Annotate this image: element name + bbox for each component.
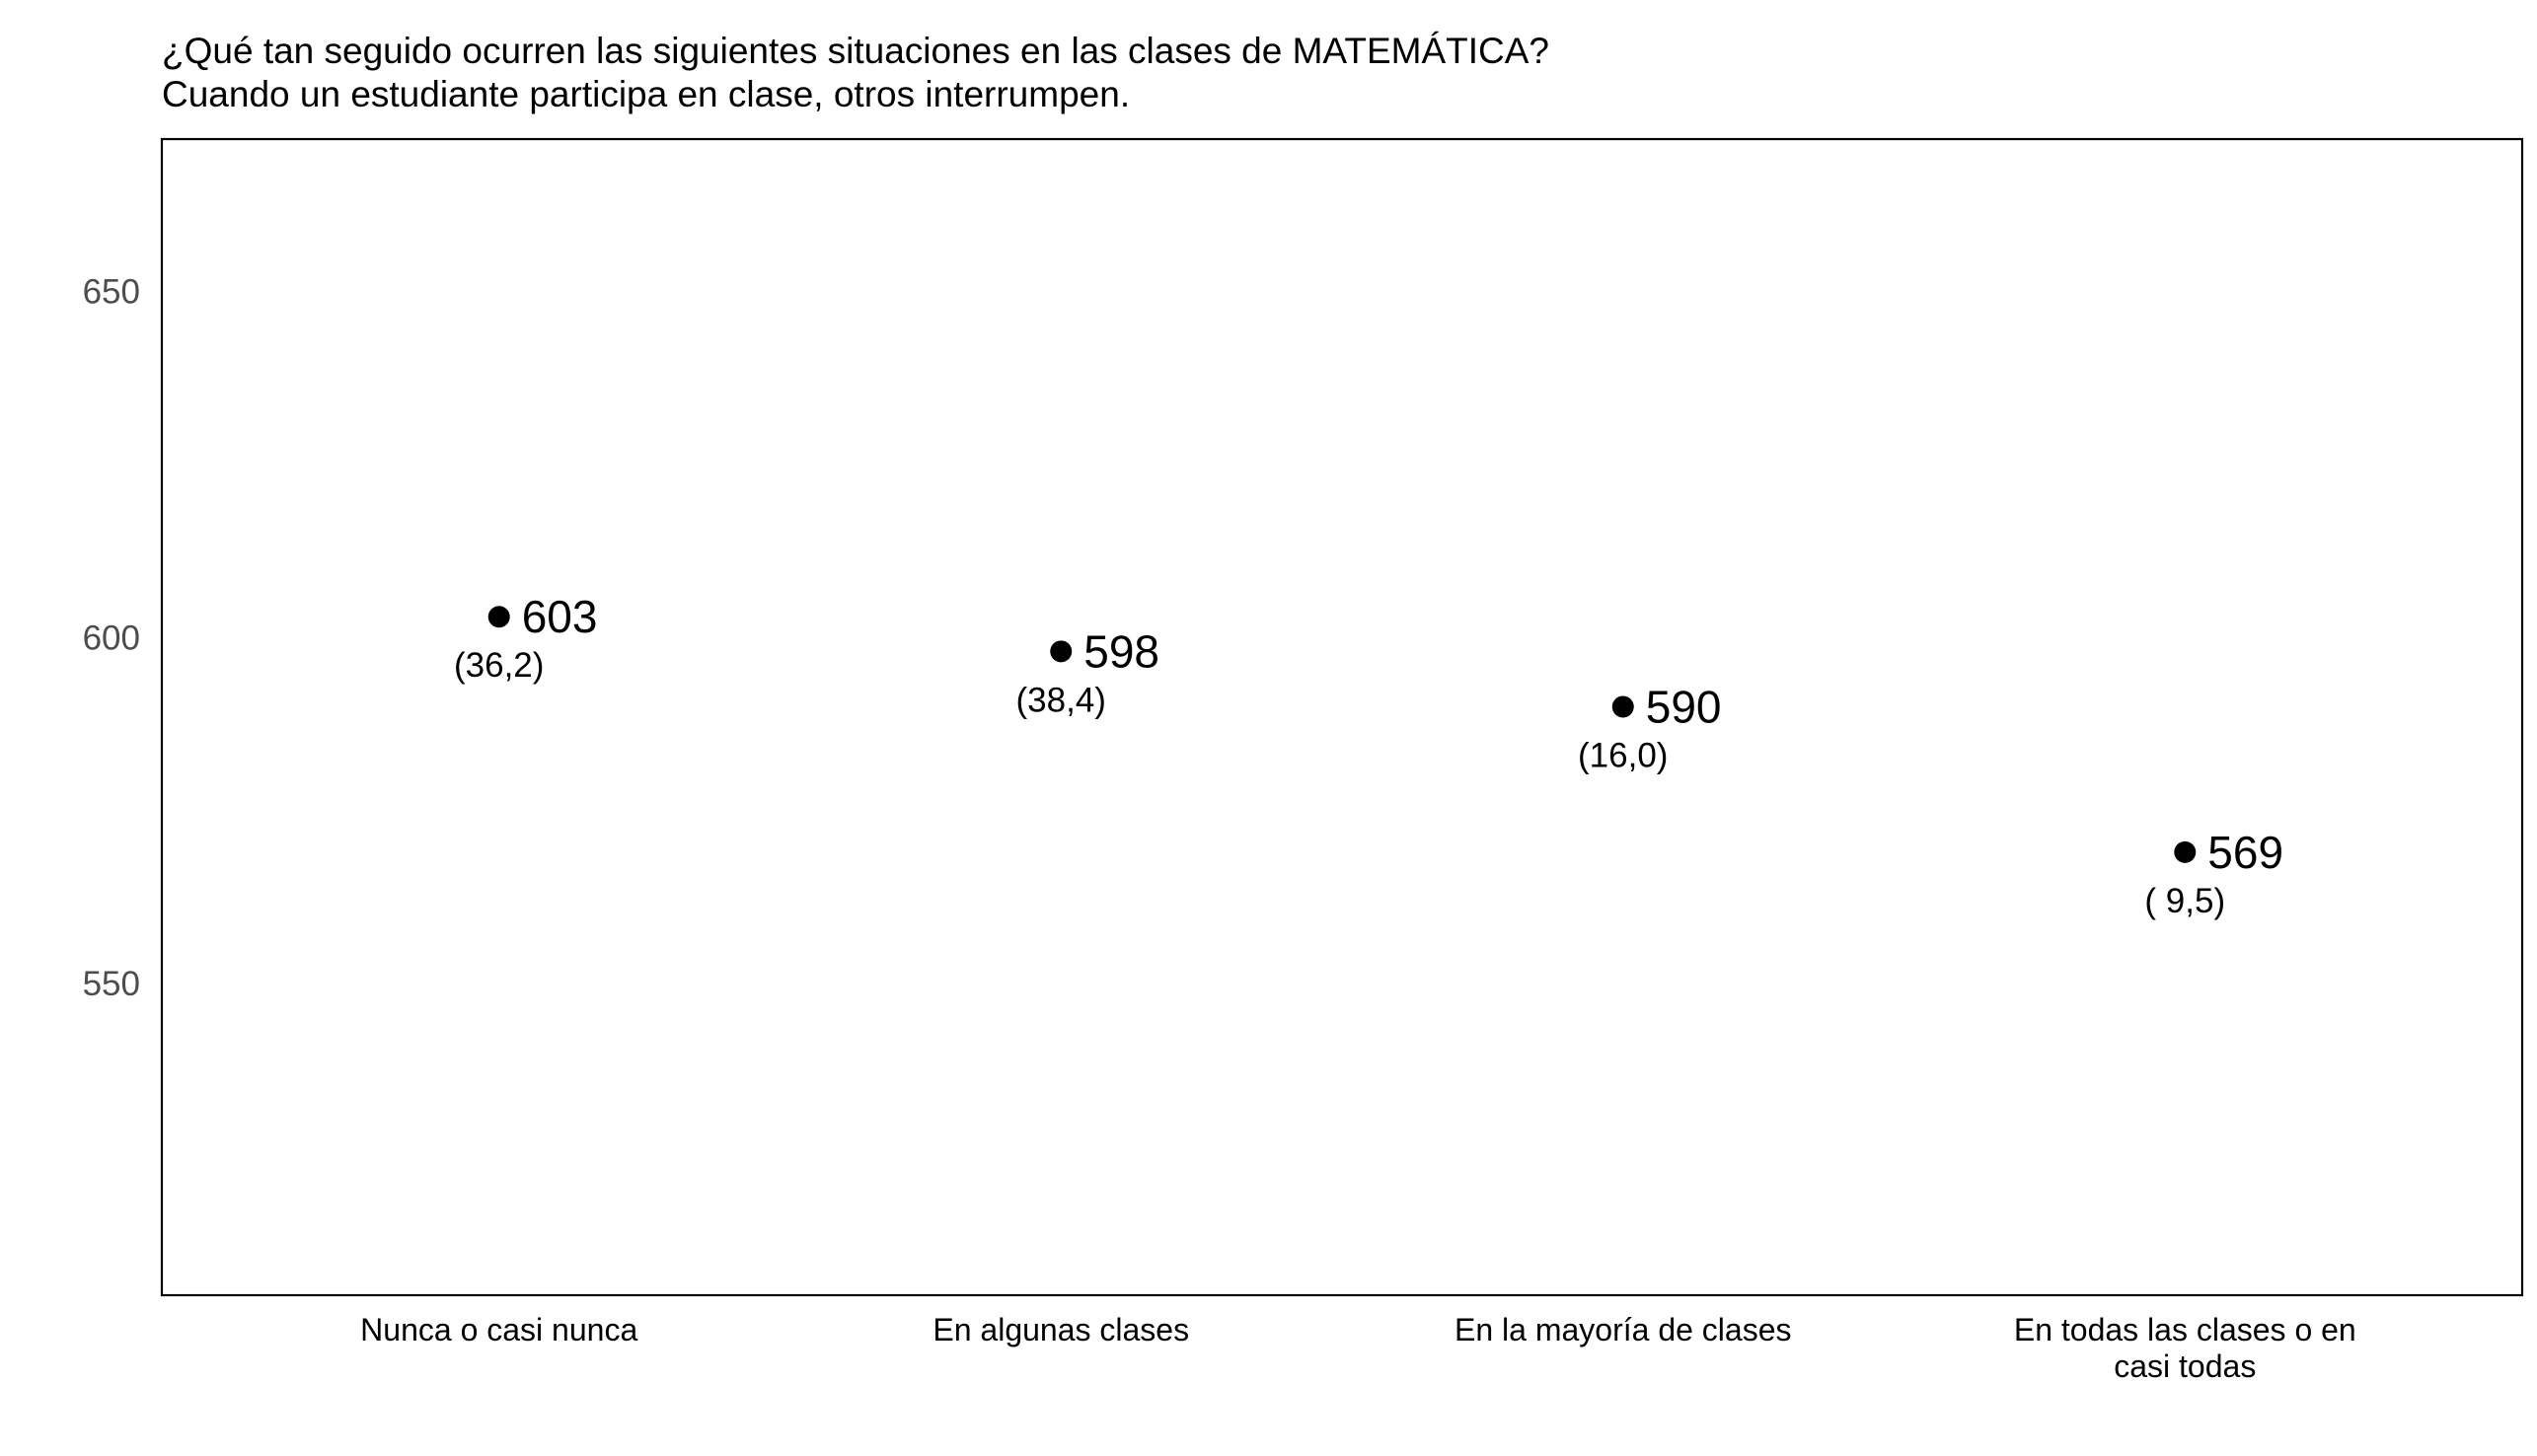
x-tick-label: En todas las clases o en casi todas bbox=[2014, 1312, 2356, 1384]
percent-label: (36,2) bbox=[454, 646, 544, 685]
chart-title: ¿Qué tan seguido ocurren las siguientes … bbox=[162, 31, 1549, 71]
percent-label: ( 9,5) bbox=[2144, 882, 2225, 920]
percent-label: (38,4) bbox=[1016, 681, 1106, 719]
plot-frame bbox=[160, 137, 2524, 1297]
data-point bbox=[2174, 840, 2197, 863]
y-axis: 550 600 650 bbox=[83, 272, 140, 1003]
y-tick-label: 600 bbox=[83, 619, 140, 657]
data-point bbox=[1050, 640, 1073, 663]
x-axis: Nunca o casi nunca En algunas clases En la… bbox=[360, 1312, 2356, 1384]
data-point bbox=[487, 606, 510, 628]
y-tick-label: 650 bbox=[83, 272, 140, 311]
data-points: 603 (36,2) 598 (38,4) 590 (16,0) 569 ( 9,5) bbox=[454, 591, 2283, 920]
x-tick-label: En algunas clases bbox=[933, 1312, 1189, 1347]
value-label: 569 bbox=[2207, 827, 2283, 878]
value-label: 598 bbox=[1083, 625, 1159, 677]
value-label: 603 bbox=[522, 591, 598, 642]
data-point bbox=[1611, 695, 1634, 718]
y-tick-label: 550 bbox=[83, 965, 140, 1003]
x-tick-label: En la mayoría de clases bbox=[1455, 1312, 1792, 1347]
percent-label: (16,0) bbox=[1578, 736, 1668, 774]
chart-subtitle: Cuando un estudiante participa en clase,… bbox=[162, 74, 1130, 114]
value-label: 590 bbox=[1646, 681, 1722, 732]
x-tick-label: Nunca o casi nunca bbox=[360, 1312, 637, 1347]
